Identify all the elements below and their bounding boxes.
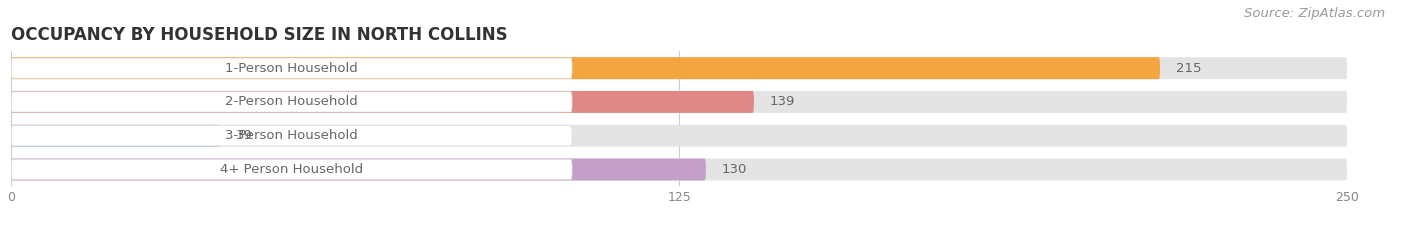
Text: 4+ Person Household: 4+ Person Household (221, 163, 363, 176)
Text: 130: 130 (721, 163, 747, 176)
Text: 139: 139 (770, 96, 796, 108)
FancyBboxPatch shape (11, 125, 1347, 147)
Text: Source: ZipAtlas.com: Source: ZipAtlas.com (1244, 7, 1385, 20)
FancyBboxPatch shape (11, 159, 572, 180)
Text: 2-Person Household: 2-Person Household (225, 96, 359, 108)
Text: OCCUPANCY BY HOUSEHOLD SIZE IN NORTH COLLINS: OCCUPANCY BY HOUSEHOLD SIZE IN NORTH COL… (11, 26, 508, 44)
FancyBboxPatch shape (11, 92, 572, 112)
Text: 215: 215 (1175, 62, 1202, 75)
FancyBboxPatch shape (11, 125, 219, 147)
Text: 3-Person Household: 3-Person Household (225, 129, 359, 142)
FancyBboxPatch shape (11, 57, 1160, 79)
Text: 39: 39 (236, 129, 253, 142)
FancyBboxPatch shape (11, 91, 754, 113)
Text: 1-Person Household: 1-Person Household (225, 62, 359, 75)
FancyBboxPatch shape (11, 126, 572, 146)
FancyBboxPatch shape (11, 158, 706, 181)
FancyBboxPatch shape (11, 91, 1347, 113)
FancyBboxPatch shape (11, 58, 572, 78)
FancyBboxPatch shape (11, 158, 1347, 181)
FancyBboxPatch shape (11, 57, 1347, 79)
